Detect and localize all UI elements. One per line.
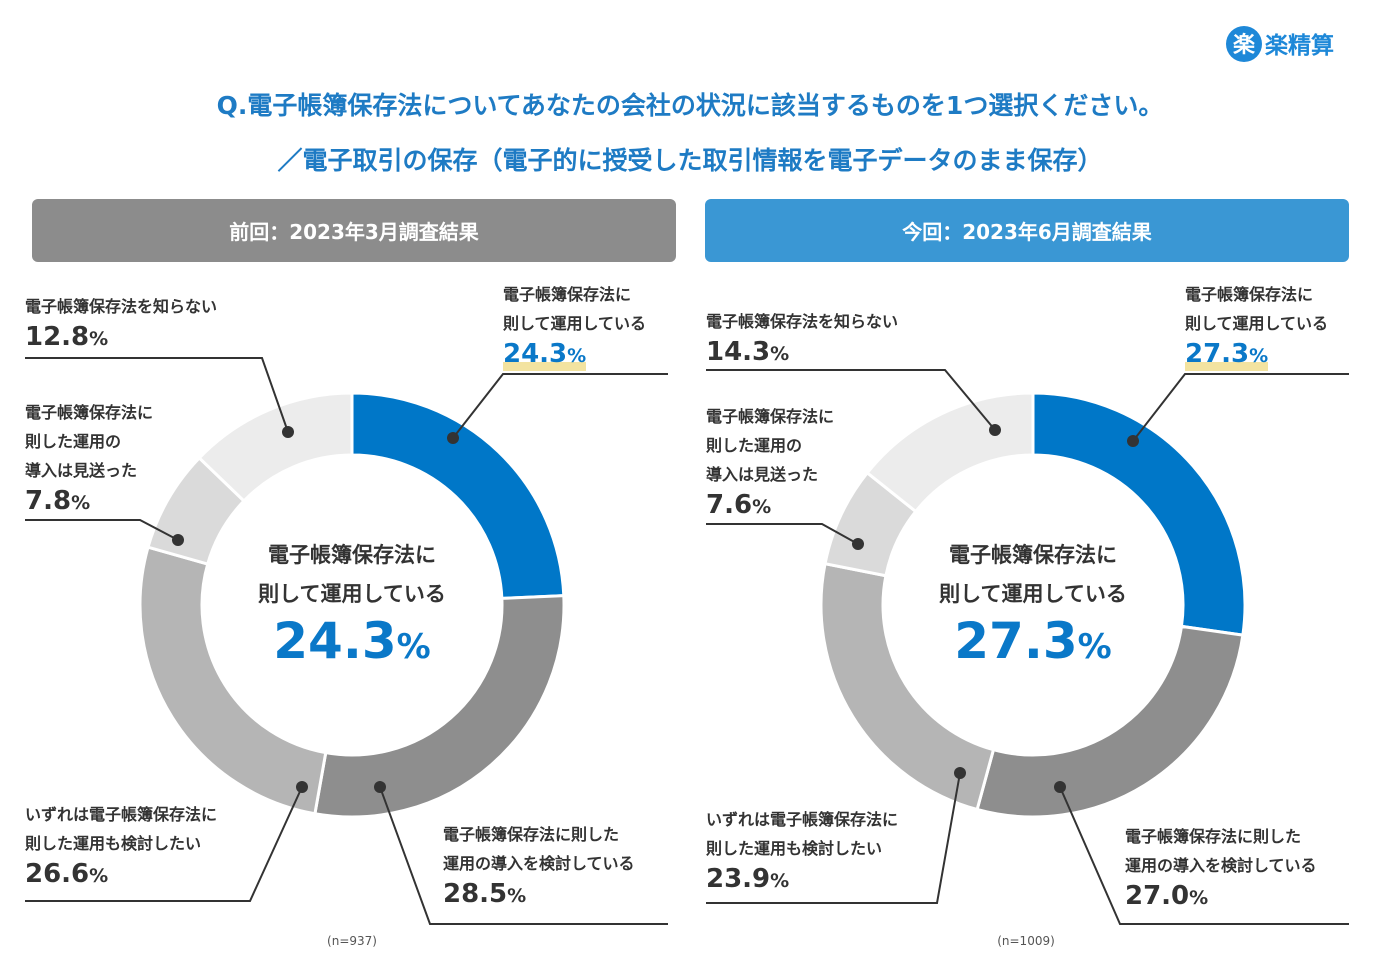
panel-header: 前回：2023年3月調査結果 xyxy=(32,199,676,262)
donut-segment xyxy=(975,624,1245,819)
donut-segment xyxy=(865,391,1035,514)
sample-size: (n=1009) xyxy=(997,934,1055,948)
title: Q.電子帳簿保存法についてあなたの会社の状況に該当するものを1つ選択ください。 xyxy=(216,91,1164,120)
logo-circle xyxy=(1226,26,1262,62)
leader-line xyxy=(1059,786,1349,925)
category-label: 電子帳簿保存法を知らない xyxy=(706,312,899,331)
donut-segment xyxy=(138,545,328,816)
category-label: いずれは電子帳簿保存法に 則した運用も検討したい xyxy=(25,805,218,853)
leader-dot xyxy=(852,538,864,550)
leader-line xyxy=(379,786,668,925)
value-label: 7.6% xyxy=(706,490,772,520)
value-label: 28.5% xyxy=(443,879,527,909)
value-label: 12.8% xyxy=(25,322,109,352)
leader-dot xyxy=(374,781,386,793)
leader-line xyxy=(1132,373,1349,442)
category-label: 電子帳簿保存法に 則して運用している xyxy=(1185,285,1329,333)
leader-dot xyxy=(282,426,294,438)
category-label: 電子帳簿保存法に 則して運用している xyxy=(503,285,647,333)
category-label: 電子帳簿保存法に 則した運用の 導入は見送った xyxy=(25,403,154,480)
center-label: 電子帳簿保存法に 則して運用している xyxy=(939,543,1127,606)
logo-mark: 楽 xyxy=(1233,32,1256,58)
leader-dot xyxy=(296,781,308,793)
sample-size: (n=937) xyxy=(327,934,377,948)
leader-line xyxy=(706,772,961,904)
value-label: 7.8% xyxy=(25,486,91,516)
donut-segment xyxy=(313,594,566,819)
center-value: 24.3% xyxy=(273,612,431,670)
value-label: 27.0% xyxy=(1125,881,1209,911)
category-label: 電子帳簿保存法に 則した運用の 導入は見送った xyxy=(706,407,835,484)
value-label: 27.3% xyxy=(1185,339,1269,371)
leader-dot xyxy=(954,767,966,779)
category-label: 電子帳簿保存法に則した 運用の導入を検討している xyxy=(1125,827,1317,875)
leader-line xyxy=(25,786,303,902)
leader-dot xyxy=(172,534,184,546)
center-label: 電子帳簿保存法に 則して運用している xyxy=(258,543,446,606)
category-label: 電子帳簿保存法に則した 運用の導入を検討している xyxy=(443,825,635,873)
panel-header: 今回：2023年6月調査結果 xyxy=(705,199,1349,262)
leader-line xyxy=(25,519,179,541)
value-label: 14.3% xyxy=(706,337,790,367)
logo-text: 楽精算 xyxy=(1265,32,1334,59)
leader-dot xyxy=(989,424,1001,436)
value-label: 24.3% xyxy=(503,339,587,371)
value-label: 23.9% xyxy=(706,864,790,894)
leader-line xyxy=(706,523,859,545)
subtitle: ／電子取引の保存（電子的に授受した取引情報を電子データのまま保存） xyxy=(277,146,1103,175)
leader-dot xyxy=(1054,781,1066,793)
center-value: 27.3% xyxy=(954,612,1112,670)
leader-line xyxy=(452,373,668,439)
leader-line xyxy=(25,357,289,433)
value-label: 26.6% xyxy=(25,859,109,889)
category-label: いずれは電子帳簿保存法に 則した運用も検討したい xyxy=(706,810,899,858)
category-label: 電子帳簿保存法を知らない xyxy=(25,297,218,316)
leader-dot xyxy=(1127,435,1139,447)
leader-line xyxy=(706,369,996,431)
leader-dot xyxy=(447,432,459,444)
donut-segment xyxy=(197,391,354,504)
